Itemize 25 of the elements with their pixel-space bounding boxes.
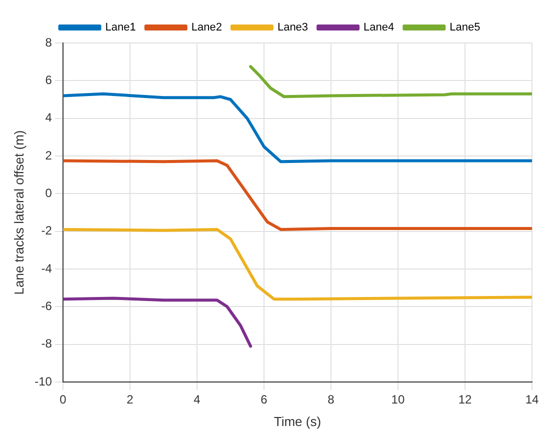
- y-tick-label: 4: [45, 110, 52, 125]
- y-tick-label: 2: [45, 148, 52, 162]
- x-tick-label: 10: [391, 392, 405, 407]
- x-tick-label: 6: [260, 392, 268, 407]
- y-tick-label: -8: [41, 336, 52, 351]
- legend-label: Lane1: [105, 22, 136, 34]
- y-tick-label: 6: [45, 72, 52, 87]
- y-tick-label: -10: [34, 374, 52, 388]
- x-tick-label: 2: [126, 392, 134, 407]
- legend-label: Lane4: [364, 22, 394, 34]
- legend-label: Lane3: [277, 22, 308, 34]
- x-axis-title: Time (s): [274, 414, 322, 429]
- x-tick-label: 4: [194, 392, 201, 407]
- x-tick-label: 8: [328, 392, 335, 407]
- y-tick-label: 0: [45, 186, 52, 200]
- y-tick-label: -2: [41, 224, 52, 238]
- y-tick-label: -6: [41, 298, 52, 313]
- x-tick-label: 12: [458, 392, 472, 407]
- legend-label: Lane5: [450, 22, 480, 34]
- legend-label: Lane2: [191, 22, 222, 34]
- x-tick-label: 0: [60, 392, 67, 407]
- y-axis-title: Lane tracks lateral offset (m): [11, 130, 26, 295]
- y-tick-label: -4: [41, 261, 52, 276]
- y-tick-label: 8: [45, 35, 52, 50]
- x-tick-label: 14: [525, 392, 539, 407]
